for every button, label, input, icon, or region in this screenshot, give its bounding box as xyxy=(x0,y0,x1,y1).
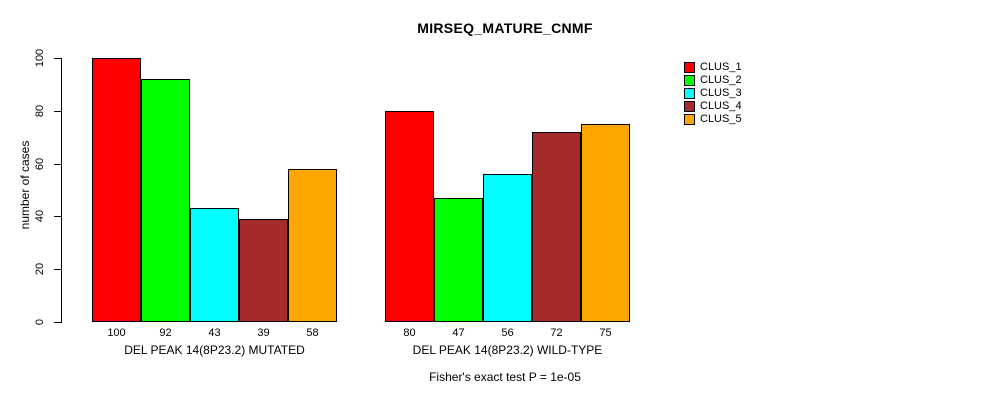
y-tick-label: 40 xyxy=(34,209,46,223)
y-tick-label: 80 xyxy=(34,104,46,118)
legend-item: CLUS_1 xyxy=(684,61,742,74)
legend-item: CLUS_5 xyxy=(684,113,742,126)
bar-value-label: 92 xyxy=(159,327,172,339)
y-tick-mark xyxy=(54,322,61,323)
group-label: DEL PEAK 14(8P23.2) MUTATED xyxy=(124,343,305,357)
bar-value-label: 80 xyxy=(403,327,416,339)
bar xyxy=(92,58,141,322)
y-axis-label: number of cases xyxy=(18,140,32,230)
bar-value-label: 58 xyxy=(306,327,319,339)
y-tick-label: 60 xyxy=(34,157,46,171)
bar-value-label: 75 xyxy=(599,327,612,339)
legend-swatch xyxy=(684,75,695,86)
legend-label: CLUS_4 xyxy=(700,100,742,112)
legend-item: CLUS_2 xyxy=(684,74,742,87)
legend-swatch xyxy=(684,88,695,99)
bar xyxy=(581,124,630,322)
bar xyxy=(141,79,190,322)
bar-value-label: 72 xyxy=(550,327,563,339)
legend-swatch xyxy=(684,101,695,112)
y-tick-label: 0 xyxy=(34,318,46,326)
bar xyxy=(239,219,288,322)
legend-label: CLUS_1 xyxy=(700,61,742,73)
group-label: DEL PEAK 14(8P23.2) WILD-TYPE xyxy=(412,343,603,357)
legend-label: CLUS_3 xyxy=(700,87,742,99)
bar-value-label: 43 xyxy=(208,327,221,339)
legend-label: CLUS_2 xyxy=(700,74,742,86)
legend-item: CLUS_4 xyxy=(684,100,742,113)
legend-label: CLUS_5 xyxy=(700,113,742,125)
annotation-text: Fisher's exact test P = 1e-05 xyxy=(429,370,581,384)
bar xyxy=(288,169,337,322)
y-tick-mark xyxy=(54,58,61,59)
bar xyxy=(385,111,434,322)
bar xyxy=(434,198,483,322)
bar-value-label: 56 xyxy=(501,327,514,339)
chart-title: MIRSEQ_MATURE_CNMF xyxy=(417,20,593,36)
y-axis-line xyxy=(61,58,62,323)
y-tick-label: 100 xyxy=(34,48,46,68)
bar-value-label: 39 xyxy=(257,327,270,339)
bar-value-label: 47 xyxy=(452,327,465,339)
y-tick-label: 20 xyxy=(34,262,46,276)
bar-value-label: 100 xyxy=(107,327,126,339)
y-tick-mark xyxy=(54,111,61,112)
bar xyxy=(532,132,581,322)
y-tick-mark xyxy=(54,216,61,217)
y-tick-mark xyxy=(54,164,61,165)
bar xyxy=(190,208,239,322)
legend-swatch xyxy=(684,62,695,73)
y-tick-mark xyxy=(54,269,61,270)
legend-item: CLUS_3 xyxy=(684,87,742,100)
bar xyxy=(483,174,532,322)
legend-swatch xyxy=(684,114,695,125)
